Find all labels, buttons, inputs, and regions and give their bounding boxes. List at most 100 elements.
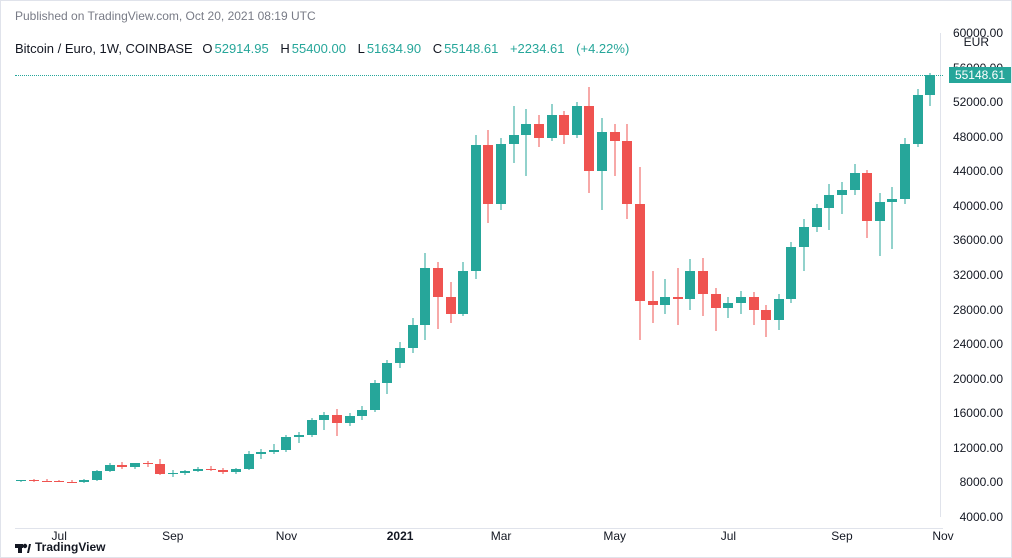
- candle: [862, 33, 872, 517]
- y-tick: 60000.00: [953, 26, 1003, 40]
- candle: [496, 33, 506, 517]
- candle: [837, 33, 847, 517]
- x-tick: May: [603, 529, 626, 543]
- candle: [900, 33, 910, 517]
- candle: [622, 33, 632, 517]
- candle: [117, 33, 127, 517]
- candle: [16, 33, 26, 517]
- candle: [42, 33, 52, 517]
- y-tick: 40000.00: [953, 199, 1003, 213]
- candle: [433, 33, 443, 517]
- candle: [168, 33, 178, 517]
- candlestick-chart[interactable]: [15, 33, 943, 517]
- tradingview-watermark: TradingView: [15, 540, 105, 554]
- candle: [370, 33, 380, 517]
- candle: [218, 33, 228, 517]
- y-tick: 48000.00: [953, 130, 1003, 144]
- candle: [584, 33, 594, 517]
- x-tick: 2021: [387, 529, 414, 543]
- x-tick: Jul: [721, 529, 736, 543]
- y-tick: 32000.00: [953, 268, 1003, 282]
- candle: [281, 33, 291, 517]
- candle: [256, 33, 266, 517]
- candle: [332, 33, 342, 517]
- y-tick: 4000.00: [960, 510, 1003, 524]
- candle: [79, 33, 89, 517]
- candle: [534, 33, 544, 517]
- candle: [105, 33, 115, 517]
- y-tick: 28000.00: [953, 303, 1003, 317]
- candle: [67, 33, 77, 517]
- candle: [673, 33, 683, 517]
- tradingview-logo-icon: [15, 541, 31, 553]
- candle: [786, 33, 796, 517]
- current-price-line: [15, 75, 943, 76]
- candle: [711, 33, 721, 517]
- candle: [559, 33, 569, 517]
- y-tick: 52000.00: [953, 95, 1003, 109]
- candle: [812, 33, 822, 517]
- candle: [799, 33, 809, 517]
- candle: [29, 33, 39, 517]
- y-tick: 8000.00: [960, 475, 1003, 489]
- candle: [509, 33, 519, 517]
- candle: [231, 33, 241, 517]
- candle: [698, 33, 708, 517]
- candle: [307, 33, 317, 517]
- candle: [408, 33, 418, 517]
- candle: [635, 33, 645, 517]
- candle: [749, 33, 759, 517]
- candle: [357, 33, 367, 517]
- watermark-text: TradingView: [35, 540, 105, 554]
- candle: [458, 33, 468, 517]
- candle: [648, 33, 658, 517]
- candle: [824, 33, 834, 517]
- y-tick: 12000.00: [953, 441, 1003, 455]
- candle: [54, 33, 64, 517]
- candle: [395, 33, 405, 517]
- candle: [180, 33, 190, 517]
- candle: [875, 33, 885, 517]
- published-text: Published on TradingView.com, Oct 20, 20…: [15, 9, 316, 23]
- candle: [610, 33, 620, 517]
- x-axis: JulSepNov2021MarMayJulSepNov: [15, 527, 943, 547]
- published-header: Published on TradingView.com, Oct 20, 20…: [15, 9, 316, 23]
- current-price-label: 55148.61: [949, 67, 1011, 83]
- candle: [723, 33, 733, 517]
- candle: [572, 33, 582, 517]
- y-tick: 44000.00: [953, 164, 1003, 178]
- candle: [887, 33, 897, 517]
- candle: [269, 33, 279, 517]
- candle: [521, 33, 531, 517]
- candle: [850, 33, 860, 517]
- y-tick: 16000.00: [953, 406, 1003, 420]
- candle: [483, 33, 493, 517]
- candle: [925, 33, 935, 517]
- candle: [155, 33, 165, 517]
- candle: [193, 33, 203, 517]
- candle: [913, 33, 923, 517]
- current-price-text: 55148.61: [955, 68, 1005, 82]
- x-tick: Sep: [162, 529, 183, 543]
- candle: [597, 33, 607, 517]
- candle: [206, 33, 216, 517]
- candle: [685, 33, 695, 517]
- y-tick: 24000.00: [953, 337, 1003, 351]
- x-tick: Sep: [831, 529, 852, 543]
- candle: [471, 33, 481, 517]
- candle: [92, 33, 102, 517]
- candle: [547, 33, 557, 517]
- y-axis: EUR 4000.008000.0012000.0016000.0020000.…: [941, 33, 1011, 517]
- y-tick: 36000.00: [953, 233, 1003, 247]
- candle: [736, 33, 746, 517]
- candle: [420, 33, 430, 517]
- candle: [143, 33, 153, 517]
- candle: [130, 33, 140, 517]
- candle: [660, 33, 670, 517]
- candle: [774, 33, 784, 517]
- x-tick: Nov: [276, 529, 297, 543]
- x-tick: Mar: [491, 529, 512, 543]
- candle: [244, 33, 254, 517]
- candle: [319, 33, 329, 517]
- candle: [761, 33, 771, 517]
